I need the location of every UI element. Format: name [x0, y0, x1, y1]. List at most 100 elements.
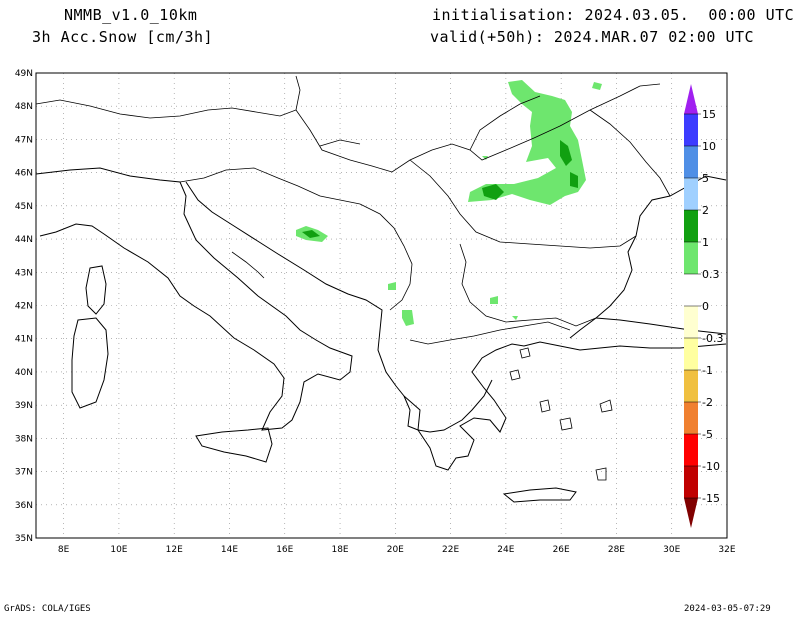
colorbar: 15 10 5 2 1 0.3 0 -0.3 -1 -2 -5 -10 -15 [684, 84, 723, 528]
island-3 [559, 417, 573, 431]
lat-label: 48N [15, 102, 33, 112]
snow-area-romania-dark3 [482, 184, 504, 200]
island-1 [509, 369, 521, 381]
island-4 [599, 399, 613, 413]
lon-label: 16E [276, 545, 293, 555]
lat-label: 40N [15, 368, 33, 378]
lat-label: 41N [15, 335, 33, 345]
coast-italy [35, 167, 353, 431]
valid-time: valid(+50h): 2024.MAR.07 02:00 UTC [430, 28, 755, 46]
snow-area-romania [468, 80, 586, 205]
lat-label: 35N [15, 534, 33, 544]
snow-area-bosnia-dark [302, 230, 320, 238]
lat-label: 37N [15, 468, 33, 478]
border-serbia [359, 203, 413, 311]
lon-label: 32E [718, 545, 735, 555]
colorbar-segment [684, 338, 698, 370]
border-greece-north [409, 321, 571, 345]
colorbar-segment [684, 306, 698, 338]
colorbar-label: 2 [702, 204, 709, 217]
lon-label: 24E [497, 545, 514, 555]
lat-label: 36N [15, 501, 33, 511]
longitude-labels: 8E 10E 12E 14E 16E 18E 20E 22E 24E 26E 28E 30E 32E [58, 545, 736, 555]
coast-turkey [595, 317, 727, 335]
colorbar-segment [684, 114, 698, 146]
colorbar-segment [684, 178, 698, 210]
footer-right: 2024-03-05-07:29 [684, 604, 771, 614]
colorbar-segment [684, 402, 698, 434]
coast-corsica [85, 265, 107, 315]
island-2 [539, 399, 551, 413]
lat-label: 45N [15, 202, 33, 212]
country-borders [35, 75, 671, 345]
lon-label: 20E [387, 545, 404, 555]
island-5 [519, 347, 531, 359]
snow-area-ne [592, 82, 602, 90]
border-moldova [589, 109, 671, 197]
coast-balkan [185, 181, 493, 433]
colorbar-label: 5 [702, 172, 709, 185]
map-frame [35, 72, 728, 539]
colorbar-top-triangle [684, 84, 698, 114]
footer-left: GrADS: COLA/IGES [4, 604, 91, 614]
lat-label: 43N [15, 268, 33, 278]
model-title: NMMB_v1.0_10km [64, 6, 198, 24]
snow-area-romania-dark2 [570, 172, 578, 188]
island-8 [319, 139, 361, 147]
island-6 [595, 467, 607, 481]
border-romania [409, 159, 637, 249]
colorbar-segment [684, 370, 698, 402]
coast-crete [502, 487, 577, 503]
snow-area-dot [482, 156, 488, 160]
lon-label: 8E [58, 545, 70, 555]
border-austria-hungary [295, 83, 661, 173]
colorbar-label: -2 [702, 396, 713, 409]
coast-sicily [195, 427, 273, 463]
colorbar-label: 15 [702, 108, 716, 121]
lat-label: 46N [15, 169, 33, 179]
coast-greece [403, 341, 727, 471]
lon-label: 18E [331, 545, 348, 555]
colorbar-segment [684, 146, 698, 178]
coast-sardinia [71, 317, 109, 409]
lon-label: 26E [553, 545, 570, 555]
colorbar-label: -5 [702, 428, 713, 441]
colorbar-label: 0 [702, 300, 709, 313]
snow-area-montenegro [388, 282, 396, 290]
lon-label: 22E [442, 545, 459, 555]
lat-label: 49N [15, 69, 33, 79]
lon-label: 14E [221, 545, 238, 555]
colorbar-label: 0.3 [702, 268, 720, 281]
border-slovenia-croatia [179, 167, 361, 205]
island-7 [231, 251, 265, 279]
lat-label: 42N [15, 302, 33, 312]
snow-area-bulgaria [490, 296, 498, 304]
lon-label: 10E [110, 545, 127, 555]
colorbar-label: -0.3 [702, 332, 723, 345]
snow-area-dot2 [512, 316, 518, 320]
lon-label: 28E [608, 545, 625, 555]
colorbar-segment [684, 242, 698, 274]
lat-label: 47N [15, 135, 33, 145]
snow-area-romania-dark [560, 140, 572, 166]
colorbar-label: -15 [702, 492, 720, 505]
colorbar-segment [684, 210, 698, 242]
colorbar-label: -1 [702, 364, 713, 377]
lon-label: 30E [663, 545, 680, 555]
border-ukraine-hungary [469, 95, 541, 151]
colorbar-segment [684, 274, 698, 306]
colorbar-bottom-triangle [684, 498, 698, 528]
lat-label: 38N [15, 434, 33, 444]
colorbar-label: -10 [702, 460, 720, 473]
lon-label: 12E [166, 545, 183, 555]
field-title: 3h Acc.Snow [cm/3h] [32, 28, 214, 46]
map-gridlines [36, 73, 727, 538]
latitude-labels: 49N 48N 47N 46N 45N 44N 43N 42N 41N 40N 39N 38N 37N 3… [15, 69, 33, 544]
border-bulgaria [459, 243, 597, 327]
lat-label: 39N [15, 401, 33, 411]
weather-map: 49N 48N 47N 46N 45N 44N 43N 42N 41N 40N 39N 38N 37N 3… [15, 69, 736, 555]
colorbar-segment [684, 466, 698, 498]
init-time: initialisation: 2024.03.05. 00:00 UTC [432, 6, 795, 24]
snow-area-albania [402, 310, 414, 326]
lat-label: 44N [15, 235, 33, 245]
